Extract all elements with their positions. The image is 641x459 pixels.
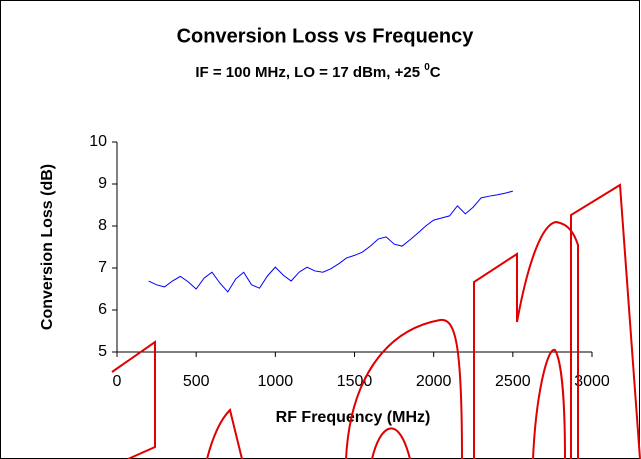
chart-subtitle: IF = 100 MHz, LO = 17 dBm, +25 0C xyxy=(195,62,440,81)
chart: Conversion Loss vs Frequency IF = 100 MH… xyxy=(0,0,641,459)
y-tick-label: 10 xyxy=(89,133,107,150)
y-tick-label: 5 xyxy=(98,343,107,360)
y-tick-label: 7 xyxy=(98,259,107,276)
x-tick-label: 2500 xyxy=(495,373,531,390)
x-tick-label: 3000 xyxy=(574,373,610,390)
x-tick-label: 1000 xyxy=(258,373,294,390)
page: Conversion Loss vs Frequency IF = 100 MH… xyxy=(0,0,641,459)
y-tick-label: 9 xyxy=(98,175,107,192)
y-tick-label: 8 xyxy=(98,217,107,234)
x-tick-label: 0 xyxy=(113,373,122,390)
chart-title: Conversion Loss vs Frequency xyxy=(177,25,475,47)
x-tick-label: 500 xyxy=(183,373,210,390)
subtitle-text: IF = 100 MHz, LO = 17 dBm, +25 xyxy=(195,64,424,81)
y-tick-label: 6 xyxy=(98,301,107,318)
subtitle-end: C xyxy=(430,64,441,81)
x-tick-label: 2000 xyxy=(416,373,452,390)
y-axis-label: Conversion Loss (dB) xyxy=(39,164,56,330)
